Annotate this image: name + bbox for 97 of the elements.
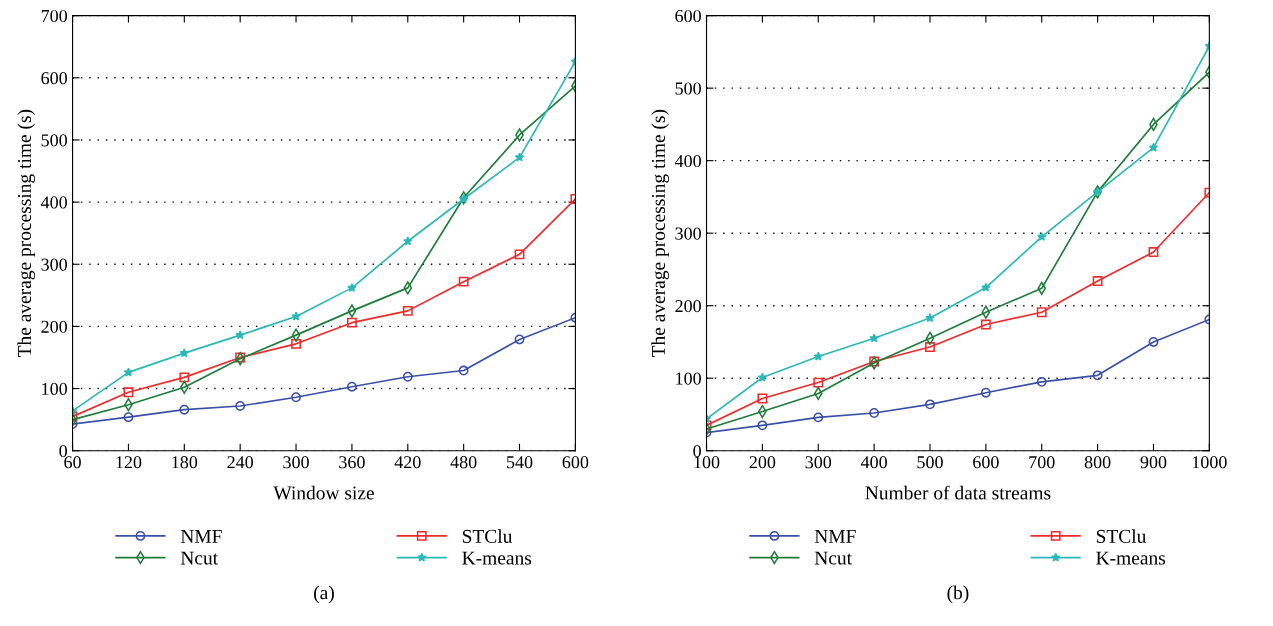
point	[1092, 370, 1103, 381]
point	[458, 365, 469, 376]
point	[813, 412, 824, 423]
legend-label: STClu	[462, 529, 513, 543]
y-tick-label: 400	[674, 154, 701, 168]
point	[1148, 142, 1159, 152]
y-tick-label: 100	[676, 372, 701, 385]
y-tick-label: 0	[693, 444, 701, 458]
point	[757, 420, 768, 431]
point	[123, 412, 134, 423]
x-axis-title: Number of data streams	[865, 485, 1051, 500]
y-tick-label: 300	[41, 258, 68, 271]
point	[402, 371, 413, 382]
text: (a)	[314, 585, 334, 604]
point	[514, 334, 525, 345]
y-tick-label: 700	[41, 9, 68, 23]
x-tick-label: 540	[507, 456, 533, 469]
x-tick-label: 800	[1084, 456, 1111, 469]
x-tick-label: 300	[283, 456, 309, 469]
point	[813, 377, 824, 388]
x-tick-label: 200	[749, 456, 776, 469]
x-tick-label: 900	[1140, 456, 1167, 469]
point	[403, 236, 413, 246]
x-tick-label: 420	[394, 456, 421, 469]
point	[291, 392, 301, 403]
point	[925, 313, 935, 323]
point	[1148, 247, 1159, 257]
x-tick-label: 300	[805, 456, 832, 469]
point	[123, 387, 134, 398]
legend-label: K-means	[1096, 551, 1166, 565]
point	[179, 404, 190, 415]
point	[813, 351, 823, 361]
point	[980, 319, 991, 330]
point	[1092, 276, 1103, 286]
point	[757, 393, 768, 404]
y-tick-label: 200	[675, 299, 701, 313]
legend-label: STClu	[1096, 529, 1147, 543]
text: (b)	[947, 585, 969, 604]
y-tick-label: 200	[41, 320, 68, 333]
y-axis-title: The average processing time (s)	[651, 109, 670, 358]
point	[235, 330, 245, 340]
point	[980, 387, 991, 398]
point	[869, 333, 879, 343]
point	[179, 372, 190, 383]
point	[925, 399, 935, 410]
x-tick-label: 1000	[1192, 456, 1227, 469]
point	[514, 152, 525, 162]
point	[403, 281, 413, 295]
point	[346, 317, 357, 328]
y-tick-label: 600	[41, 72, 68, 85]
point	[925, 342, 935, 352]
legend-label: Ncut	[814, 551, 852, 565]
x-tick-label: 500	[917, 456, 943, 469]
y-tick-label: 600	[675, 9, 701, 23]
legend-label: NMF	[814, 530, 856, 543]
point	[757, 372, 768, 382]
x-tick-label: 400	[860, 456, 887, 469]
point	[514, 249, 525, 260]
point	[981, 305, 991, 319]
x-tick-label: 240	[227, 456, 254, 469]
x-axis-title: Window size	[273, 485, 374, 500]
point	[235, 401, 246, 411]
y-tick-label: 400	[40, 196, 68, 209]
point	[1037, 231, 1047, 241]
x-tick-label: 600	[973, 456, 999, 469]
point	[925, 331, 935, 345]
point	[1036, 376, 1047, 387]
point	[458, 276, 469, 287]
point	[291, 338, 301, 349]
x-tick-label: 100	[694, 456, 720, 469]
point	[347, 304, 357, 318]
y-tick-label: 300	[675, 227, 701, 240]
point	[347, 282, 357, 293]
point	[291, 311, 301, 321]
y-tick-label: 100	[42, 382, 68, 396]
x-tick-label: 360	[339, 456, 365, 469]
point	[1037, 281, 1047, 295]
x-tick-label: 60	[64, 456, 81, 469]
y-axis-title: The average processing time (s)	[17, 109, 36, 358]
point	[869, 408, 880, 418]
point	[179, 348, 190, 358]
x-tick-label: 120	[116, 456, 142, 469]
point	[123, 367, 134, 377]
point	[1148, 337, 1159, 347]
x-tick-label: 700	[1029, 456, 1055, 469]
y-tick-label: 500	[41, 134, 68, 147]
point	[402, 305, 413, 316]
point	[346, 381, 357, 392]
y-tick-label: 500	[675, 82, 701, 95]
x-tick-label: 180	[172, 456, 198, 469]
x-tick-label: 600	[562, 456, 589, 469]
point	[1036, 307, 1047, 318]
x-tick-label: 480	[450, 456, 477, 469]
legend-label: K-means	[462, 551, 532, 565]
legend-label: Ncut	[180, 551, 218, 565]
point	[291, 328, 301, 342]
legend-label: NMF	[180, 530, 222, 543]
